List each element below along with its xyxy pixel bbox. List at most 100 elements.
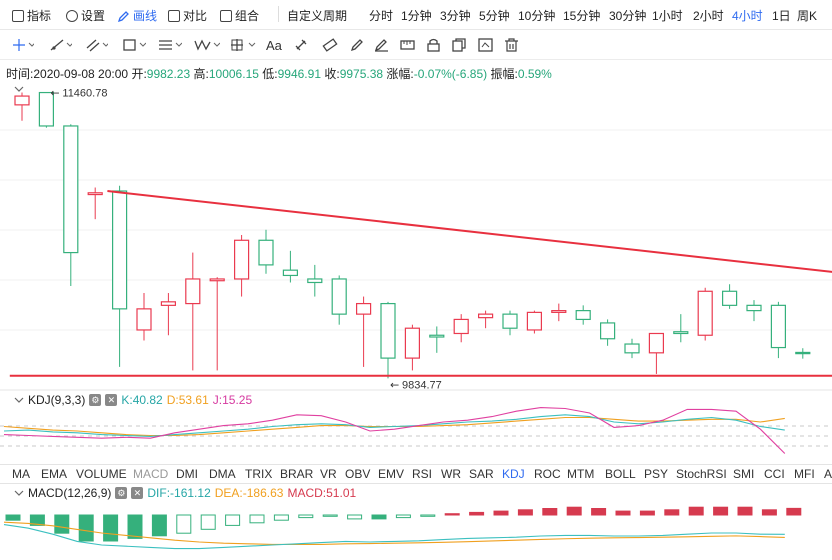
tab-volume[interactable]: VOLUME bbox=[76, 467, 127, 481]
tab-sar[interactable]: SAR bbox=[469, 467, 494, 481]
macd-histogram-bar bbox=[713, 506, 729, 516]
tab-macd[interactable]: MACD bbox=[133, 467, 169, 481]
tab-stochrsi[interactable]: StochRSI bbox=[676, 467, 727, 481]
magnet-icon[interactable] bbox=[294, 36, 310, 54]
candle-body bbox=[429, 334, 445, 338]
macd-histogram-bar bbox=[517, 509, 533, 516]
ruler-icon[interactable] bbox=[322, 36, 338, 54]
candle-body bbox=[721, 290, 738, 306]
period-5[interactable]: 15分钟 bbox=[563, 9, 601, 23]
tab-dmi[interactable]: DMI bbox=[176, 467, 198, 481]
pen-icon bbox=[118, 10, 129, 22]
tab-a[interactable]: A bbox=[824, 467, 832, 481]
tab-dma[interactable]: DMA bbox=[209, 467, 236, 481]
measure-icon[interactable] bbox=[230, 36, 256, 54]
combine-button[interactable]: 组合 bbox=[220, 7, 259, 24]
settings-button[interactable]: 设置 bbox=[66, 7, 105, 24]
candle-body bbox=[746, 304, 762, 312]
tab-brar[interactable]: BRAR bbox=[280, 467, 314, 481]
period-6[interactable]: 30分钟 bbox=[609, 9, 647, 23]
tab-psy[interactable]: PSY bbox=[644, 467, 669, 481]
horizontal-lines-icon[interactable] bbox=[158, 36, 182, 54]
tab-cci[interactable]: CCI bbox=[764, 467, 785, 481]
candle-body bbox=[673, 331, 689, 335]
close-icon[interactable]: ✕ bbox=[131, 487, 144, 499]
pencil-icon[interactable] bbox=[350, 36, 366, 54]
period-3[interactable]: 5分钟 bbox=[479, 9, 510, 23]
tab-ema[interactable]: EMA bbox=[41, 467, 68, 481]
indicator-tabs: MA EMA VOLUME MACD DMI DMA TRIX BRAR VR OBV EMV RSI… bbox=[0, 464, 832, 484]
period-10[interactable]: 1日 bbox=[772, 9, 791, 23]
tab-mfi[interactable]: MFI bbox=[794, 467, 815, 481]
combine-label: 组合 bbox=[235, 9, 260, 23]
period-1[interactable]: 1分钟 bbox=[401, 9, 432, 23]
macd-histogram-bar bbox=[761, 509, 777, 516]
candle-body bbox=[209, 278, 225, 282]
tab-smi[interactable]: SMI bbox=[733, 467, 755, 481]
rectangle-icon[interactable] bbox=[122, 36, 146, 54]
custom-period-button[interactable]: 自定义周期 bbox=[287, 9, 348, 23]
indicators-button[interactable]: 指标 bbox=[12, 7, 51, 24]
macd-histogram-bar bbox=[176, 514, 192, 534]
settings-label: 设置 bbox=[81, 9, 106, 23]
chevron-down-icon[interactable] bbox=[14, 82, 24, 96]
period-4[interactable]: 10分钟 bbox=[518, 9, 556, 23]
macd-histogram-bar bbox=[469, 511, 485, 516]
macd-histogram-bar bbox=[639, 510, 655, 516]
tab-emv[interactable]: EMV bbox=[378, 467, 405, 481]
period-0[interactable]: 分时 bbox=[369, 9, 394, 23]
period-7[interactable]: 1小时 bbox=[652, 9, 683, 23]
tab-rsi[interactable]: RSI bbox=[412, 467, 433, 481]
candle-body bbox=[551, 310, 567, 313]
tab-ma[interactable]: MA bbox=[12, 467, 30, 481]
draw-button[interactable]: 画线 bbox=[118, 7, 157, 24]
chevron-down-icon[interactable] bbox=[14, 396, 24, 404]
candle-body bbox=[795, 351, 811, 355]
trendlines[interactable] bbox=[9, 190, 832, 377]
tab-mtm[interactable]: MTM bbox=[567, 467, 595, 481]
tab-vr[interactable]: VR bbox=[320, 467, 337, 481]
gear-icon[interactable]: ⚙ bbox=[115, 487, 128, 499]
low-value: 9946.91 bbox=[277, 67, 321, 81]
indicators-label: 指标 bbox=[27, 9, 52, 23]
tab-trix[interactable]: TRIX bbox=[245, 467, 273, 481]
ruler-measure-icon[interactable] bbox=[400, 36, 416, 54]
candles bbox=[14, 91, 811, 379]
grid-icon bbox=[220, 9, 232, 22]
compare-button[interactable]: 对比 bbox=[168, 7, 207, 24]
period-8[interactable]: 2小时 bbox=[693, 9, 724, 23]
period-2[interactable]: 3分钟 bbox=[440, 9, 471, 23]
gear-icon[interactable]: ⚙ bbox=[89, 394, 102, 406]
delete-icon[interactable] bbox=[504, 36, 520, 54]
top-toolbar: 指标 设置 画线 对比 组合 自定义周期 分时 1分钟 3分钟 5分钟 10分钟 15分钟… bbox=[0, 0, 832, 30]
period-9[interactable]: 4小时 bbox=[732, 9, 763, 23]
chevron-down-icon[interactable] bbox=[14, 489, 24, 497]
kdj-k-value: K:40.82 bbox=[121, 393, 163, 407]
macd-lines bbox=[3, 506, 802, 550]
crosshair-icon[interactable] bbox=[12, 36, 34, 54]
text-icon[interactable]: Aa bbox=[266, 37, 282, 53]
copy-icon[interactable] bbox=[452, 36, 468, 54]
tab-kdj[interactable]: KDJ bbox=[502, 467, 525, 481]
tab-obv[interactable]: OBV bbox=[345, 467, 371, 481]
wave-pattern-icon[interactable] bbox=[194, 36, 220, 54]
kdj-j-value: J:15.25 bbox=[212, 393, 253, 407]
candle-body bbox=[136, 308, 152, 331]
parallel-channel-icon[interactable] bbox=[86, 36, 108, 54]
candle-body bbox=[404, 327, 420, 359]
candle-body bbox=[648, 332, 665, 354]
brush-icon[interactable] bbox=[374, 36, 390, 54]
amp-label: 振幅: bbox=[490, 67, 518, 81]
hide-icon[interactable] bbox=[478, 36, 494, 54]
lock-icon[interactable] bbox=[426, 36, 442, 54]
close-icon[interactable]: ✕ bbox=[105, 394, 118, 406]
macd-histogram-bar bbox=[542, 508, 558, 516]
trend-line-icon[interactable] bbox=[50, 36, 72, 54]
tab-roc[interactable]: ROC bbox=[534, 467, 561, 481]
period-11[interactable]: 周K bbox=[797, 9, 818, 23]
tab-boll[interactable]: BOLL bbox=[605, 467, 636, 481]
tab-wr[interactable]: WR bbox=[441, 467, 461, 481]
kdj-lines bbox=[3, 407, 786, 454]
chart-icon bbox=[12, 9, 24, 22]
